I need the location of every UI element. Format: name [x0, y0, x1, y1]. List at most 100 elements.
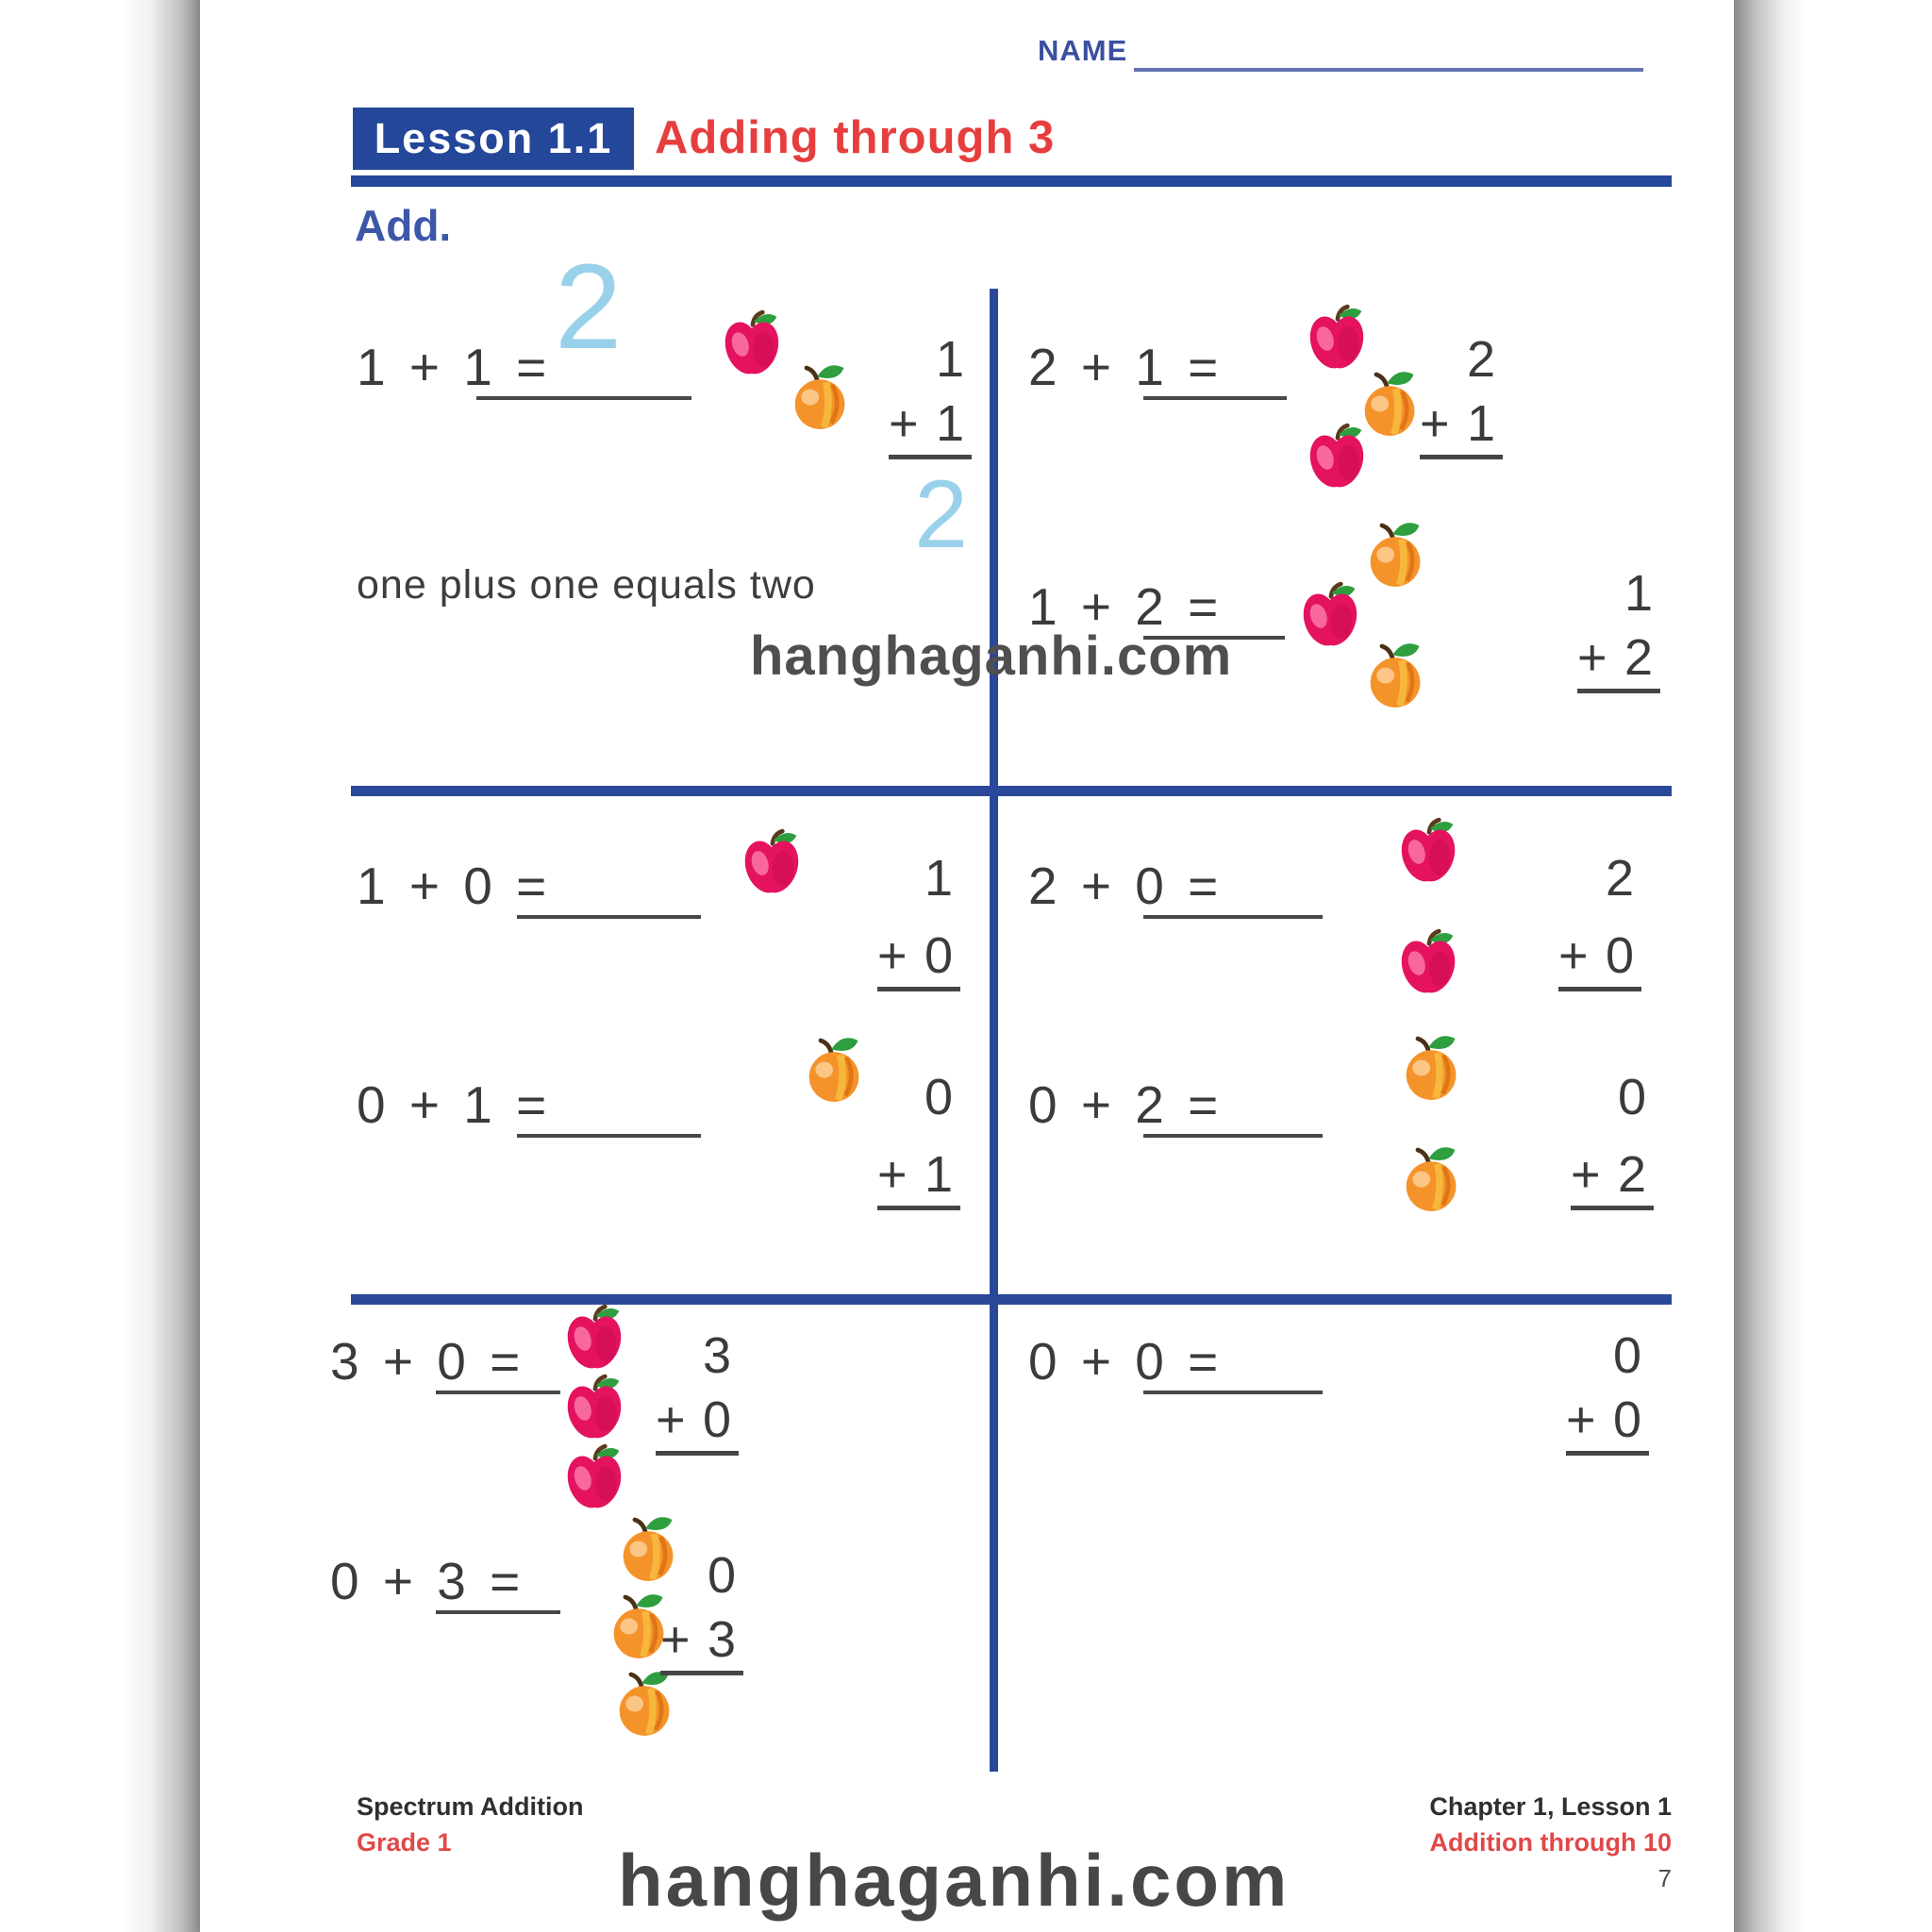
vertical-sum-line	[660, 1671, 743, 1675]
plus-sign: +	[889, 395, 919, 452]
plus-sign: +	[1571, 1146, 1601, 1203]
peach-icon	[1402, 1034, 1462, 1104]
vertical-top-addend: 1	[1624, 565, 1653, 622]
apple-icon	[741, 828, 802, 898]
footer-lesson-range: Addition through 10	[1429, 1828, 1672, 1857]
plus-sign: +	[877, 927, 908, 984]
apple-icon	[1307, 304, 1367, 374]
page-edge-shadow-right	[1734, 0, 1807, 1932]
vertical-problem: 0 +1	[877, 1070, 960, 1210]
apple-icon	[564, 1443, 625, 1513]
vertical-top-addend: 0	[1617, 1069, 1646, 1125]
apple-icon	[564, 1304, 625, 1374]
name-label: NAME	[1038, 34, 1128, 67]
plus-sign: +	[1420, 395, 1450, 452]
vertical-sum-line	[1558, 987, 1641, 991]
footer-series: Spectrum Addition	[357, 1792, 584, 1821]
name-blank-line	[1134, 68, 1643, 72]
peach-icon	[1366, 641, 1426, 711]
vertical-problem: 2 +1	[1420, 332, 1503, 459]
vertical-top-addend: 2	[1605, 850, 1634, 907]
problem-equation: 2 + 0 =	[1028, 857, 1219, 915]
vertical-sum-line	[1566, 1451, 1649, 1456]
problem-equation: 0 + 0 =	[1028, 1332, 1219, 1391]
page-edge-shadow-left	[119, 0, 200, 1932]
apple-icon	[1398, 817, 1458, 887]
vertical-top-addend: 0	[707, 1547, 736, 1604]
vertical-sum-line	[877, 987, 960, 991]
apple-icon	[1307, 423, 1367, 492]
vertical-sum-line	[1420, 455, 1503, 459]
vertical-problem: 1 +0	[877, 851, 960, 991]
answer-line	[517, 1075, 701, 1138]
answer-line	[1143, 857, 1323, 919]
vertical-bottom-addend: 2	[1617, 1146, 1646, 1203]
grid-vertical-divider	[990, 289, 998, 1772]
answer-line	[1143, 577, 1285, 640]
vertical-bottom-addend: 0	[924, 927, 953, 984]
grid-horizontal-divider-1	[351, 786, 1672, 796]
paper	[200, 0, 1734, 1932]
problem-equation: 1 + 1 =	[357, 338, 547, 396]
vertical-top-addend: 0	[1612, 1327, 1641, 1384]
problem-equation: 0 + 1 =	[357, 1075, 547, 1134]
answer-line	[476, 338, 691, 400]
vertical-problem: 1 +1 2	[889, 332, 972, 563]
problem-equation: 0 + 3 =	[330, 1552, 521, 1610]
answer-line	[517, 857, 701, 919]
peach-icon	[791, 363, 851, 433]
answer-line	[1143, 338, 1287, 400]
lesson-title: Adding through 3	[655, 112, 1056, 163]
vertical-top-addend: 2	[1466, 331, 1495, 388]
lesson-badge: Lesson 1.1	[353, 108, 634, 170]
vertical-bottom-addend: 0	[702, 1391, 731, 1448]
vertical-bottom-addend: 1	[1466, 395, 1495, 452]
vertical-bottom-addend: 1	[924, 1146, 953, 1203]
peach-icon	[615, 1670, 675, 1740]
vertical-bottom-addend: 0	[1612, 1391, 1641, 1448]
vertical-problem: 0 +3	[660, 1548, 743, 1675]
plus-sign: +	[1558, 927, 1589, 984]
handwritten-answer: 2	[555, 240, 623, 375]
vertical-top-addend: 1	[935, 331, 964, 388]
apple-icon	[564, 1374, 625, 1443]
plus-sign: +	[660, 1611, 691, 1668]
vertical-problem: 0 +2	[1571, 1070, 1654, 1210]
problem-equation: 2 + 1 =	[1028, 338, 1219, 396]
peach-icon	[1360, 370, 1421, 440]
vertical-top-addend: 1	[924, 850, 953, 907]
vertical-problem: 2 +0	[1558, 851, 1641, 991]
answer-line	[436, 1332, 560, 1394]
watermark-middle: hanghaganhi.com	[750, 625, 1233, 687]
vertical-problem: 0 +0	[1566, 1328, 1649, 1456]
instruction-text: Add.	[355, 201, 452, 250]
peach-icon	[1366, 521, 1426, 591]
vertical-problem: 1 +2	[1577, 566, 1660, 693]
problem-equation: 3 + 0 =	[330, 1332, 521, 1391]
vertical-bottom-addend: 2	[1624, 629, 1653, 686]
problem-equation: 1 + 2 =	[1028, 577, 1219, 636]
answer-line	[1143, 1075, 1323, 1138]
problem-equation: 0 + 2 =	[1028, 1075, 1219, 1134]
vertical-sum-line	[1571, 1206, 1654, 1210]
vertical-bottom-addend: 3	[707, 1611, 736, 1668]
vertical-sum-line	[656, 1451, 739, 1456]
page-number: 7	[1657, 1864, 1672, 1892]
apple-icon	[722, 309, 782, 379]
plus-sign: +	[1566, 1391, 1596, 1448]
grid-horizontal-divider-2	[351, 1294, 1672, 1305]
plus-sign: +	[1577, 629, 1607, 686]
watermark-bottom: hanghaganhi.com	[618, 1839, 1291, 1922]
vertical-handwritten-result: 2	[914, 460, 968, 568]
vertical-problem: 3 +0	[656, 1328, 739, 1456]
header-rule	[351, 175, 1672, 187]
peach-icon	[1402, 1145, 1462, 1215]
vertical-sum-line	[877, 1206, 960, 1210]
vertical-top-addend: 0	[924, 1069, 953, 1125]
apple-icon	[1300, 581, 1360, 651]
vertical-bottom-addend: 0	[1605, 927, 1634, 984]
vertical-top-addend: 3	[702, 1327, 731, 1384]
apple-icon	[1398, 928, 1458, 998]
footer-grade: Grade 1	[357, 1828, 452, 1857]
